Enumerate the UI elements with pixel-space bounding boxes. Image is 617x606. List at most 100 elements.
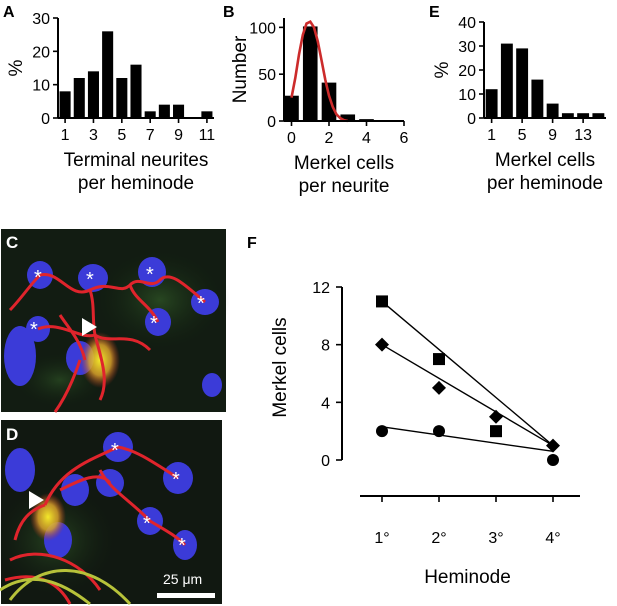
data-point-circle	[376, 425, 388, 438]
panel-label-c: C	[6, 233, 18, 252]
scale-bar	[157, 593, 215, 598]
panel-label-f: F	[247, 235, 257, 252]
x-axis-label: per neurite	[299, 176, 390, 197]
y-tick-label: 0	[321, 453, 330, 470]
scale-bar-label: 25 μm	[163, 571, 202, 587]
x-tick-label: 1	[61, 127, 70, 144]
x-axis-label: Terminal neurites	[64, 150, 209, 171]
bar	[546, 103, 559, 118]
bar	[516, 48, 529, 118]
x-tick-label: 2	[325, 130, 334, 147]
x-tick-label: 1	[487, 127, 496, 144]
x-axis-label: per heminode	[78, 173, 194, 194]
data-point-diamond	[432, 380, 446, 395]
x-axis-label: Merkel cells	[495, 150, 595, 171]
merkel-marker: *	[197, 293, 205, 315]
data-point-diamond	[375, 337, 389, 352]
chart-f: 0 4 8 12 1° 2° 3° 4° Merkel cells Heminode	[270, 280, 580, 588]
y-axis-label: Number	[230, 35, 251, 103]
x-tick-label: 9	[548, 127, 557, 144]
x-tick-label: 3	[89, 127, 98, 144]
merkel-marker: *	[172, 469, 180, 491]
bar	[577, 113, 590, 118]
panel-label-d: D	[6, 425, 18, 444]
data-point-square	[433, 353, 445, 366]
fit-line	[381, 300, 554, 447]
x-axis-label: Heminode	[424, 567, 511, 588]
fit-line	[381, 344, 554, 447]
x-tick-label: 13	[574, 127, 592, 144]
bar	[144, 111, 156, 118]
x-tick-label: 1°	[374, 530, 389, 547]
x-tick-label: 0	[287, 130, 296, 147]
x-axis-label: per heminode	[487, 173, 603, 194]
y-tick-label: 20	[32, 44, 50, 61]
bar	[87, 71, 99, 118]
x-tick-label: 11	[199, 127, 216, 144]
y-tick-label: 30	[458, 39, 476, 56]
panel-label-e: E	[429, 4, 440, 21]
bar	[340, 114, 356, 121]
panel-label-b: B	[223, 4, 235, 21]
bar	[302, 26, 318, 121]
y-tick-label: 20	[458, 63, 476, 80]
merkel-marker: *	[86, 269, 94, 291]
y-tick-label: 0	[267, 114, 276, 131]
panel-label-a: A	[3, 4, 15, 21]
y-axis-label: %	[432, 61, 453, 78]
bar	[116, 78, 128, 118]
x-tick-label: 4	[362, 130, 371, 147]
bar	[500, 43, 513, 118]
bar	[130, 64, 142, 118]
micrograph-d: * * * * D 25 μm	[0, 420, 222, 606]
bar	[158, 104, 170, 118]
x-tick-label: 6	[400, 130, 409, 147]
y-tick-label: 50	[258, 67, 276, 84]
y-tick-label: 40	[458, 15, 476, 32]
y-tick-label: 100	[249, 20, 276, 37]
data-point-circle	[433, 425, 445, 438]
x-axis-label: Merkel cells	[294, 153, 394, 174]
y-axis-label: %	[6, 59, 27, 76]
x-tick-label: 5	[518, 127, 527, 144]
bar	[284, 95, 299, 121]
x-tick-label: 3°	[488, 530, 503, 547]
y-tick-label: 12	[312, 280, 330, 297]
data-point-square	[490, 425, 502, 438]
y-axis-label: Merkel cells	[270, 317, 291, 417]
bar	[321, 82, 337, 121]
y-tick-label: 10	[32, 78, 50, 95]
bar	[201, 111, 213, 118]
data-point-diamond	[546, 438, 560, 453]
x-tick-label: 2°	[431, 530, 446, 547]
bar	[561, 113, 574, 118]
merkel-marker: *	[34, 267, 42, 289]
y-tick-label: 4	[321, 395, 330, 412]
y-tick-label: 10	[458, 87, 476, 104]
merkel-marker: *	[150, 313, 158, 335]
x-tick-label: 5	[117, 127, 126, 144]
micrograph-c: * * * * * * C	[1, 229, 230, 413]
x-tick-label: 4°	[545, 530, 560, 547]
bar	[531, 79, 544, 118]
y-tick-label: 30	[32, 11, 50, 28]
bar	[485, 89, 498, 118]
merkel-marker: *	[111, 440, 119, 462]
data-point-diamond	[489, 409, 503, 424]
merkel-marker: *	[30, 319, 38, 341]
bar	[102, 31, 114, 118]
merkel-marker: *	[143, 513, 151, 535]
y-tick-label: 0	[41, 111, 50, 128]
data-point-circle	[547, 454, 559, 466]
y-tick-label: 0	[467, 111, 476, 128]
x-tick-label: 7	[146, 127, 155, 144]
merkel-marker: *	[146, 264, 154, 286]
merkel-marker: *	[178, 535, 186, 557]
bar	[173, 104, 185, 118]
fit-curve	[290, 20, 349, 123]
bar	[59, 91, 71, 118]
